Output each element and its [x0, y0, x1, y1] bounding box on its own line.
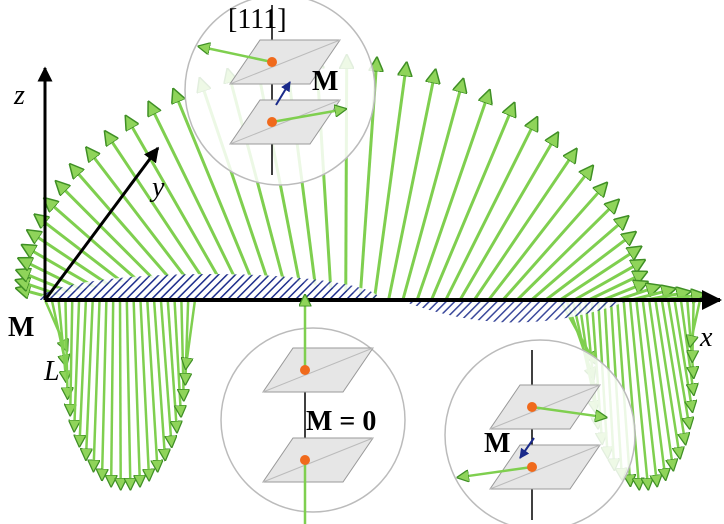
- spin-arrow: [111, 299, 113, 486]
- spin-arrow: [126, 116, 233, 301]
- atom: [300, 455, 310, 465]
- lattice-edge: [489, 384, 601, 430]
- zero-moment-label: M = 0: [306, 406, 376, 437]
- spin-arrow: [86, 299, 94, 460]
- y-label: y: [149, 172, 165, 203]
- spin-arrow: [146, 299, 157, 471]
- spin-arrow: [458, 133, 558, 301]
- spin-arrow: [487, 166, 593, 301]
- spin-arrow: [559, 247, 641, 302]
- spin-arrow: [65, 299, 67, 399]
- spin-arrow: [635, 299, 657, 486]
- lattice-edge: [229, 99, 341, 145]
- spin-arrow: [654, 299, 680, 458]
- y-axis: [43, 146, 160, 301]
- insets: [184, 0, 636, 524]
- spin-arrow: [628, 299, 648, 489]
- lattice-edge: [229, 39, 341, 85]
- spin-arrow: [473, 149, 576, 301]
- spin-arrow: [501, 183, 607, 301]
- spin-arrow: [57, 299, 67, 382]
- spin-arrow: [544, 232, 636, 302]
- spin-arrow: [105, 132, 219, 301]
- spin-arrow: [173, 89, 262, 301]
- spin-arrow: [93, 299, 101, 471]
- atom: [300, 365, 310, 375]
- moment-arrow: [519, 437, 535, 459]
- inset-circle: [220, 327, 406, 513]
- spin-arrow: [641, 299, 666, 480]
- spin-arrow: [690, 299, 702, 346]
- atom: [527, 462, 537, 472]
- spin-arrow: [120, 299, 121, 489]
- spin-arrow: [181, 299, 183, 400]
- spin-arrow: [127, 299, 131, 489]
- lattice-edge: [262, 347, 374, 393]
- spin-arrow: [372, 63, 406, 301]
- spin: [271, 109, 346, 124]
- moment-arrow: [275, 81, 291, 106]
- spin-arrow: [387, 70, 436, 301]
- spin-arrow: [622, 299, 640, 489]
- spin: [458, 465, 533, 477]
- spin-arrow: [74, 299, 79, 431]
- spin-arrow: [573, 260, 644, 302]
- spin-arrow: [152, 299, 165, 460]
- spin: [199, 46, 273, 64]
- spin-arrow: [132, 299, 140, 486]
- spin-arrow: [430, 103, 514, 301]
- spin-arrow: [616, 286, 660, 302]
- moment-lobe-lower: [400, 300, 630, 323]
- inset-circle: [444, 339, 636, 524]
- origin-point-label: M: [8, 312, 34, 343]
- spin-arrow: [186, 299, 197, 369]
- moment-label: M: [312, 66, 338, 97]
- z-label: z: [13, 80, 25, 111]
- spin: [531, 405, 606, 417]
- moment-label: M: [484, 428, 510, 459]
- x-label: x: [699, 322, 713, 353]
- spin-arrow: [647, 299, 673, 470]
- spin-arrow: [159, 299, 172, 447]
- spin-arrow: [530, 216, 628, 302]
- lattice-edge: [262, 437, 374, 483]
- spin-arrow: [79, 299, 88, 446]
- spin-arrow: [415, 90, 489, 301]
- spin-arrow: [516, 200, 618, 302]
- spin-arrow: [401, 79, 463, 301]
- direction-label: [111]: [228, 4, 287, 35]
- spin-arrow: [587, 272, 647, 302]
- atom: [267, 57, 277, 67]
- origin-line-label: L: [43, 356, 60, 387]
- spin-arrow: [149, 102, 248, 301]
- spin-arrow: [444, 117, 537, 301]
- atom: [267, 117, 277, 127]
- spin-arrow: [660, 299, 686, 444]
- atom: [527, 402, 537, 412]
- moment-lobe-upper: [40, 275, 380, 300]
- spin-arrow: [139, 299, 149, 480]
- lattice-edge: [489, 444, 601, 490]
- spin-arrow: [70, 299, 72, 415]
- spin-arrow: [185, 299, 188, 384]
- spin-arrow: [102, 299, 106, 480]
- spin-arrow: [602, 282, 647, 302]
